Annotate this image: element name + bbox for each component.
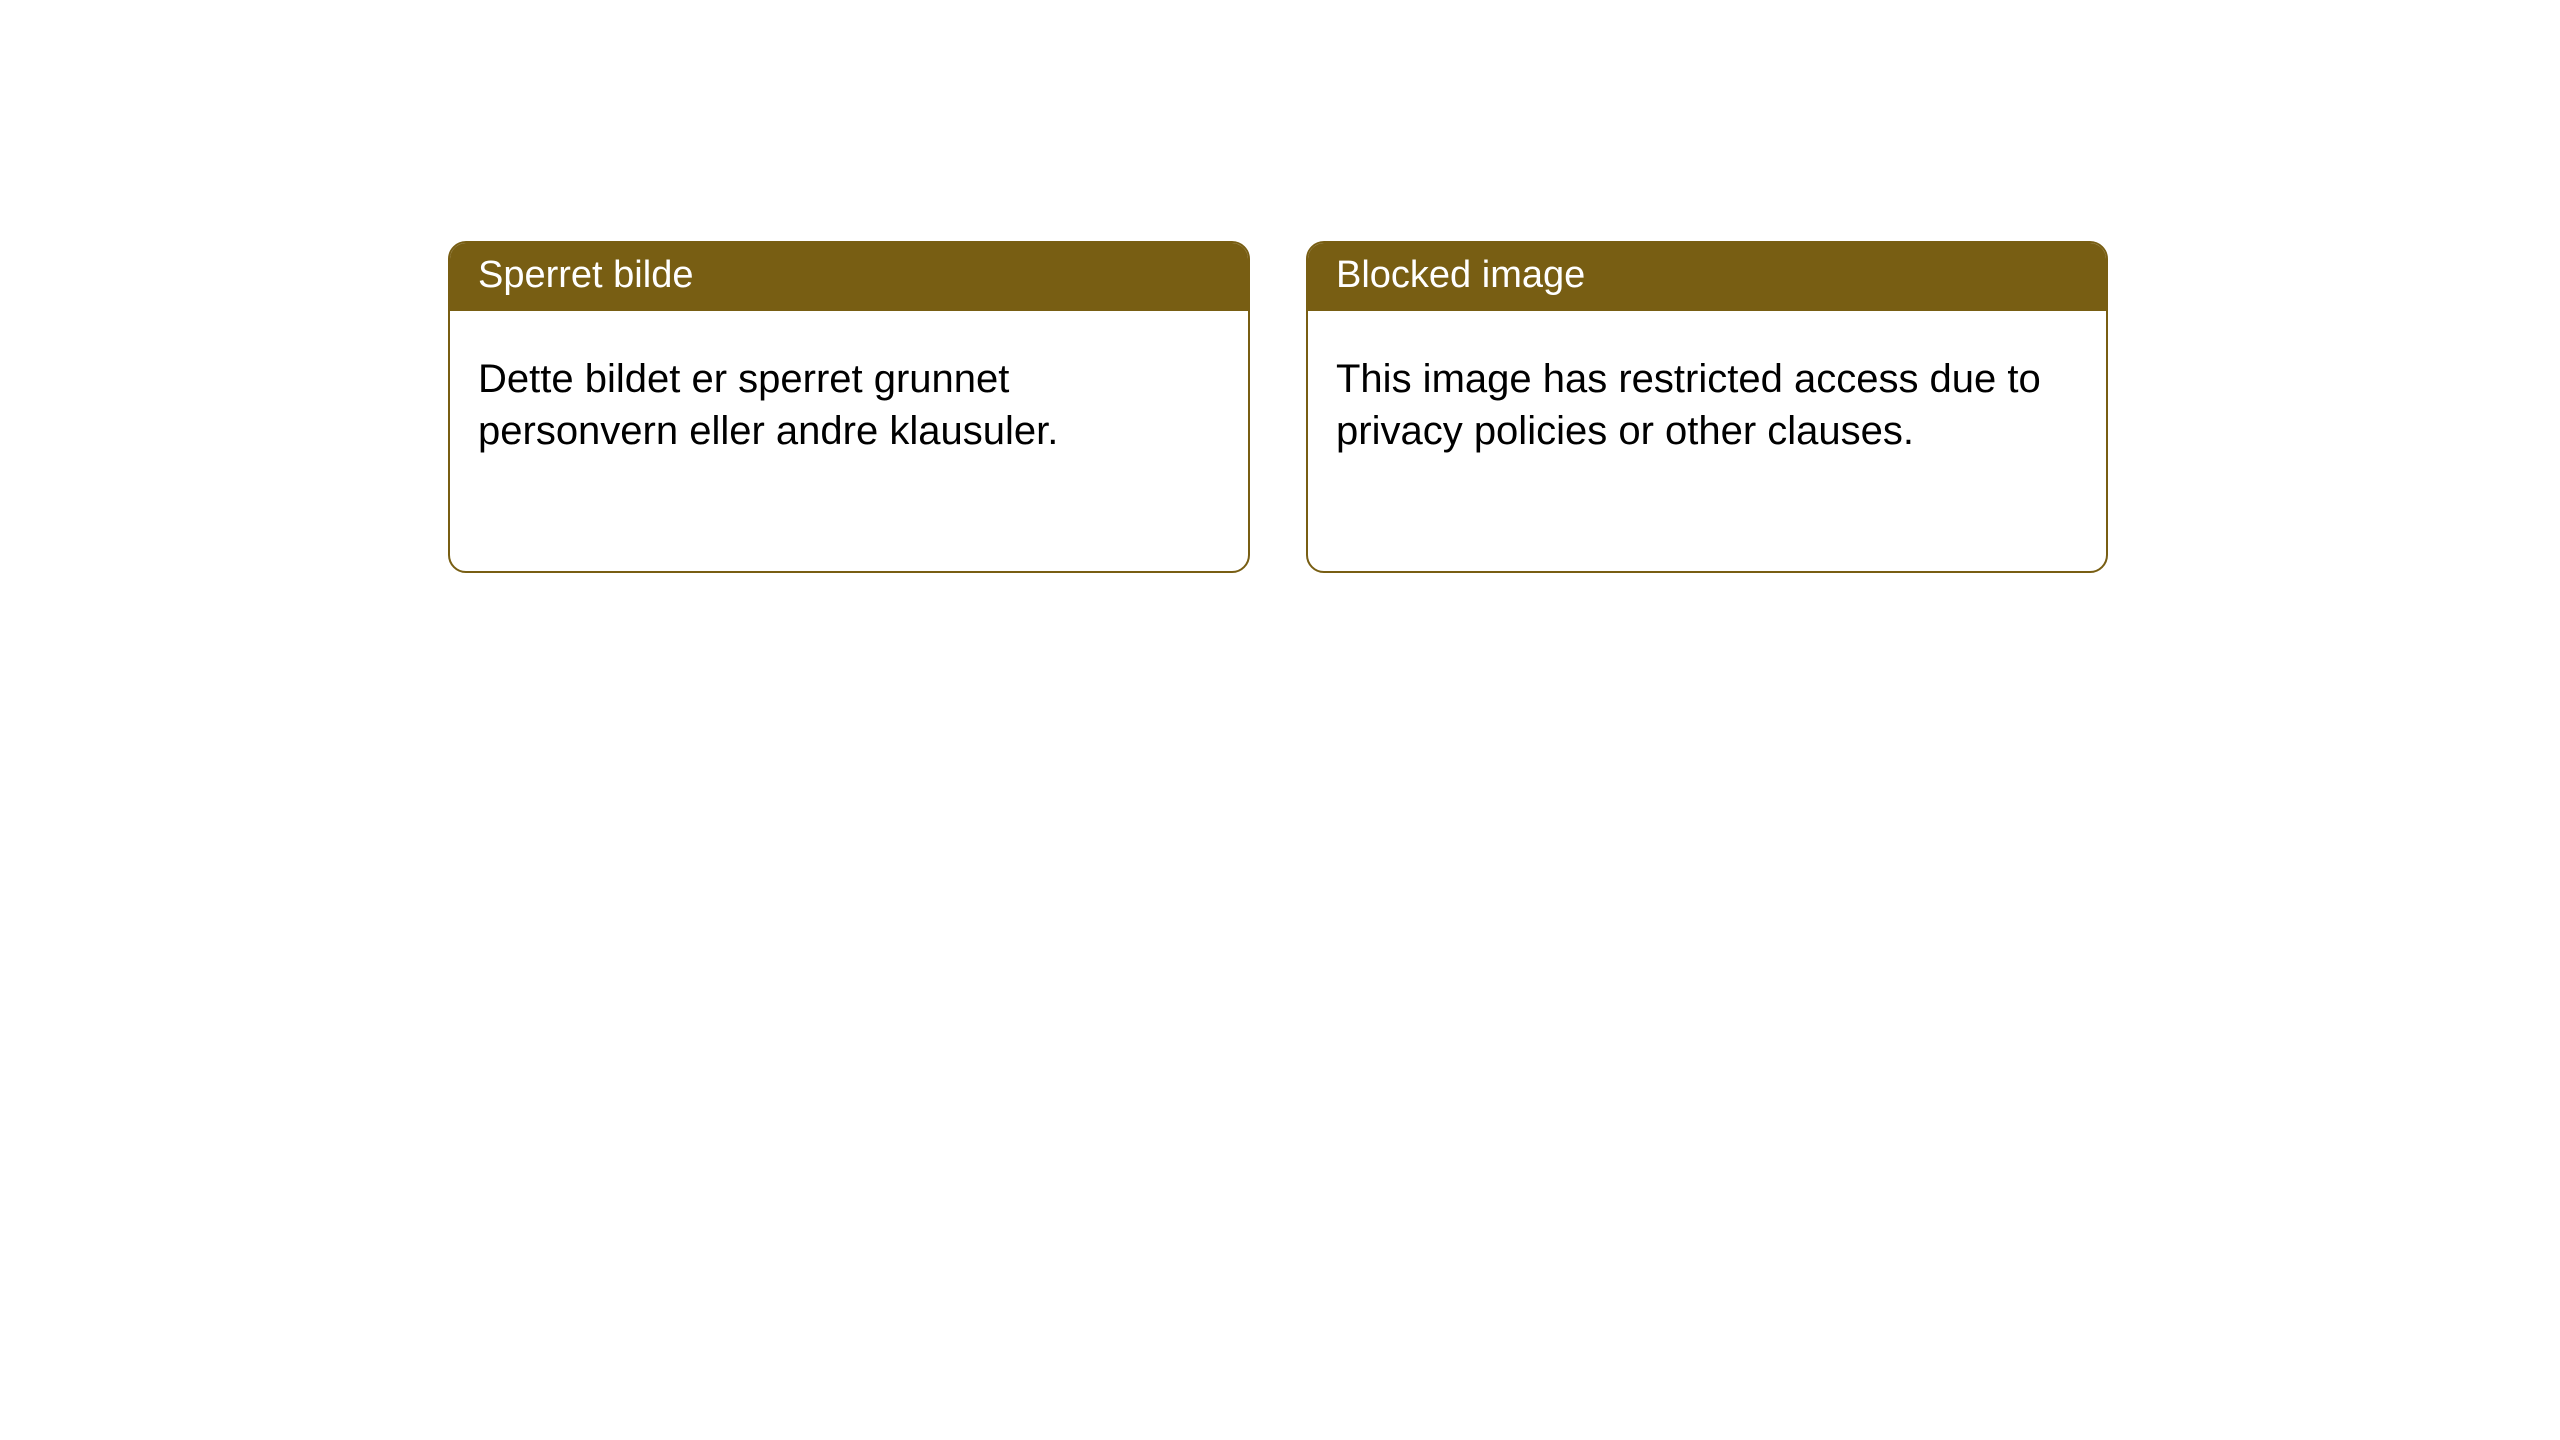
blocked-image-card-norwegian: Sperret bilde Dette bildet er sperret gr… [448,241,1250,573]
card-body-english: This image has restricted access due to … [1308,311,2106,485]
card-header-norwegian: Sperret bilde [450,243,1248,311]
notice-container: Sperret bilde Dette bildet er sperret gr… [0,0,2560,573]
card-body-norwegian: Dette bildet er sperret grunnet personve… [450,311,1248,485]
card-header-english: Blocked image [1308,243,2106,311]
blocked-image-card-english: Blocked image This image has restricted … [1306,241,2108,573]
